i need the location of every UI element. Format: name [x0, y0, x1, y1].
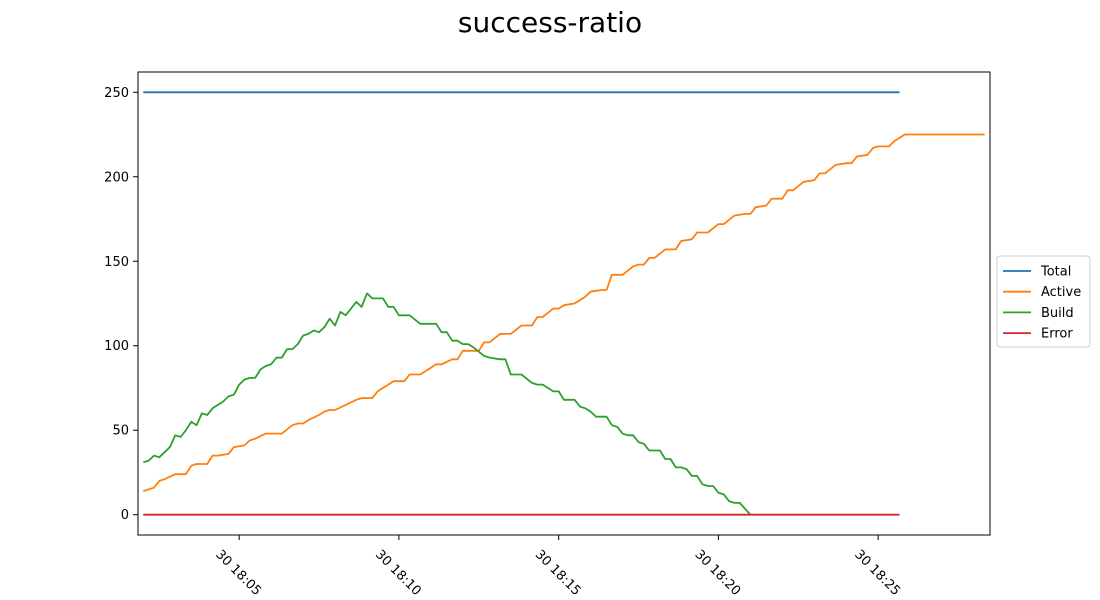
x-tick-label: 30 18:20	[692, 547, 744, 599]
y-axis: 0 50 100 150 200 250	[104, 86, 138, 523]
legend-label-active: Active	[1041, 285, 1081, 300]
series-line-build	[143, 292, 752, 516]
x-tick-label: 30 18:25	[851, 547, 903, 599]
x-tick-label: 30 18:10	[372, 547, 424, 599]
y-tick-label: 150	[104, 255, 129, 270]
legend-label-error: Error	[1041, 327, 1073, 342]
legend-label-build: Build	[1041, 306, 1074, 321]
y-tick-label: 250	[104, 86, 129, 101]
legend-label-total: Total	[1040, 265, 1071, 280]
x-axis: 30 18:05 30 18:10 30 18:15 30 18:20 30 18:25	[212, 535, 903, 599]
axes-frame	[137, 71, 991, 536]
x-tick-label: 30 18:05	[212, 547, 264, 599]
series-line-active	[143, 133, 985, 492]
y-tick-label: 0	[121, 508, 129, 523]
legend: Total Active Build Error	[996, 255, 1091, 348]
chart-title: success-ratio	[457, 6, 643, 39]
x-tick-label: 30 18:15	[532, 547, 584, 599]
y-tick-label: 50	[112, 424, 129, 439]
legend-box	[996, 255, 1091, 348]
y-tick-label: 200	[104, 170, 129, 185]
plot-lines	[143, 91, 985, 516]
y-tick-label: 100	[104, 339, 129, 354]
